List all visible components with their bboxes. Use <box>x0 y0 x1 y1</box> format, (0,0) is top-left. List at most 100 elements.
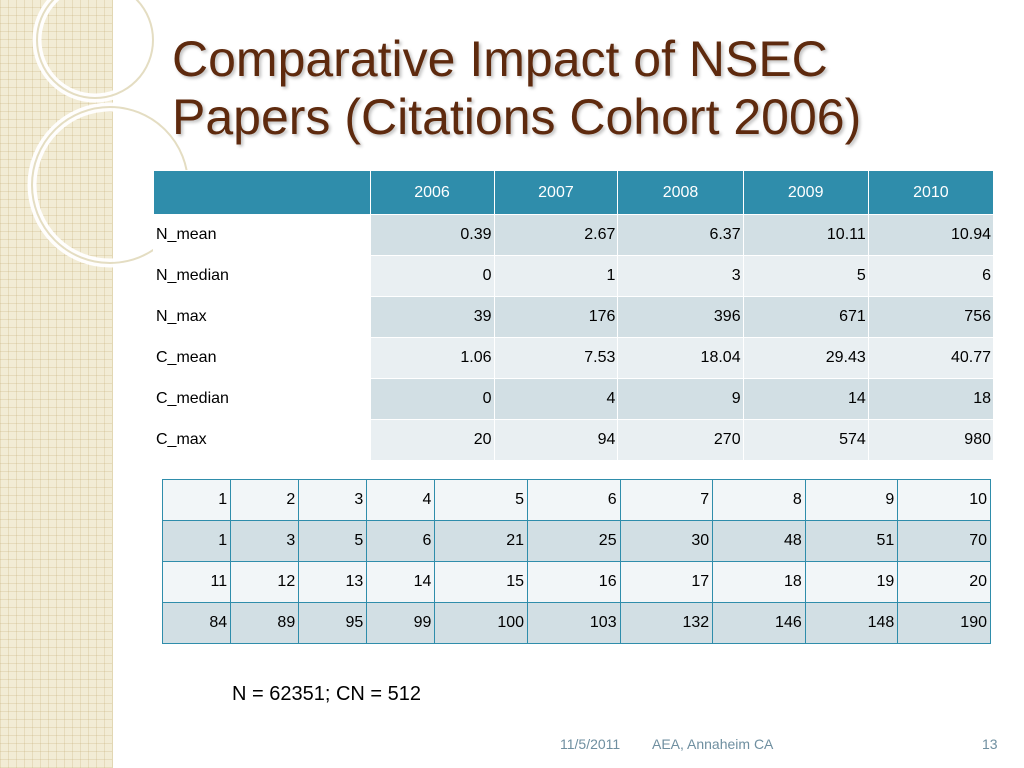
table-cell: 5 <box>434 479 529 521</box>
row-label: C_max <box>153 419 371 461</box>
table-cell: 29.43 <box>742 337 869 379</box>
table-cell: 6.37 <box>617 214 744 256</box>
title-line-1: Comparative Impact of NSEC <box>172 31 828 87</box>
table-cell: 756 <box>867 296 995 338</box>
table-cell: 6 <box>366 520 436 562</box>
table-cell: 20 <box>897 561 991 603</box>
row-label: C_mean <box>153 337 371 379</box>
table-cell: 39 <box>369 296 495 338</box>
year-header: 2006 <box>369 170 495 215</box>
table-row: C_mean 1.06 7.53 18.04 29.43 40.77 <box>153 337 995 379</box>
table-cell: 11 <box>161 561 232 603</box>
table-cell: 14 <box>742 378 869 420</box>
row-label: N_max <box>153 296 371 338</box>
table-cell: 176 <box>493 296 619 338</box>
table-cell: 15 <box>434 561 529 603</box>
table-cell: 84 <box>161 602 232 644</box>
stats-corner-cell <box>153 170 371 215</box>
year-header: 2010 <box>867 170 995 215</box>
table-cell: 3 <box>298 479 368 521</box>
table-cell: 3 <box>617 255 744 297</box>
table-cell: 48 <box>712 520 806 562</box>
table-row: C_median 0 4 9 14 18 <box>153 378 995 420</box>
table-row: N_mean 0.39 2.67 6.37 10.11 10.94 <box>153 214 995 256</box>
slide-number: 13 <box>982 736 998 752</box>
row-label: C_median <box>153 378 371 420</box>
stats-header-row: 2006 2007 2008 2009 2010 <box>153 170 995 215</box>
table-cell: 132 <box>619 602 714 644</box>
table-row: N_median 0 1 3 5 6 <box>153 255 995 297</box>
table-cell: 17 <box>619 561 714 603</box>
table-cell: 2.67 <box>493 214 619 256</box>
table-cell: 10.94 <box>867 214 995 256</box>
table-cell: 103 <box>527 602 621 644</box>
table-cell: 1 <box>161 479 232 521</box>
table-row: 1 3 5 6 21 25 30 48 51 70 <box>161 520 991 562</box>
footer-date: 11/5/2011 <box>560 736 621 752</box>
table-cell: 1 <box>493 255 619 297</box>
table-row: N_max 39 176 396 671 756 <box>153 296 995 338</box>
table-cell: 18.04 <box>617 337 744 379</box>
table-cell: 94 <box>493 419 619 461</box>
year-header: 2009 <box>742 170 869 215</box>
stats-table: 2006 2007 2008 2009 2010 N_mean 0.39 2.6… <box>153 170 995 461</box>
table-cell: 18 <box>712 561 806 603</box>
table-row: 11 12 13 14 15 16 17 18 19 20 <box>161 561 991 603</box>
table-cell: 10.11 <box>742 214 869 256</box>
table-cell: 2 <box>230 479 300 521</box>
table-row: 1 2 3 4 5 6 7 8 9 10 <box>161 479 991 521</box>
table-cell: 100 <box>434 602 529 644</box>
table-cell: 190 <box>897 602 991 644</box>
table-cell: 148 <box>804 602 899 644</box>
table-cell: 99 <box>366 602 436 644</box>
table-cell: 19 <box>804 561 899 603</box>
table-cell: 671 <box>742 296 869 338</box>
table-cell: 30 <box>619 520 714 562</box>
table-cell: 270 <box>617 419 744 461</box>
year-header: 2007 <box>493 170 619 215</box>
table-cell: 21 <box>434 520 529 562</box>
table-cell: 7 <box>619 479 714 521</box>
row-label: N_mean <box>153 214 371 256</box>
table-cell: 51 <box>804 520 899 562</box>
table-cell: 8 <box>712 479 806 521</box>
table-cell: 0.39 <box>369 214 495 256</box>
table-cell: 1 <box>161 520 232 562</box>
table-row: C_max 20 94 270 574 980 <box>153 419 995 461</box>
table-cell: 10 <box>897 479 991 521</box>
table-cell: 6 <box>527 479 621 521</box>
table-cell: 13 <box>298 561 368 603</box>
table-cell: 7.53 <box>493 337 619 379</box>
footer-venue: AEA, Annaheim CA <box>652 736 774 752</box>
table-cell: 12 <box>230 561 300 603</box>
table-cell: 4 <box>493 378 619 420</box>
table-cell: 3 <box>230 520 300 562</box>
table-cell: 20 <box>369 419 495 461</box>
table-cell: 16 <box>527 561 621 603</box>
table-cell: 25 <box>527 520 621 562</box>
table-cell: 396 <box>617 296 744 338</box>
table-cell: 95 <box>298 602 368 644</box>
ring-upper <box>32 0 158 103</box>
table-cell: 5 <box>742 255 869 297</box>
slide-title: Comparative Impact of NSEC Papers (Citat… <box>172 30 1002 146</box>
table-cell: 70 <box>897 520 991 562</box>
table-cell: 18 <box>867 378 995 420</box>
table-cell: 0 <box>369 378 495 420</box>
table-cell: 9 <box>617 378 744 420</box>
sample-size-note: N = 62351; CN = 512 <box>232 683 422 705</box>
title-line-2: Papers (Citations Cohort 2006) <box>172 89 862 145</box>
table-cell: 574 <box>742 419 869 461</box>
table-cell: 14 <box>366 561 436 603</box>
table-cell: 89 <box>230 602 300 644</box>
table-row: 84 89 95 99 100 103 132 146 148 190 <box>161 602 991 644</box>
year-header: 2008 <box>617 170 744 215</box>
table-cell: 40.77 <box>867 337 995 379</box>
row-label: N_median <box>153 255 371 297</box>
table-cell: 980 <box>867 419 995 461</box>
table-cell: 0 <box>369 255 495 297</box>
ring-upper-shadow <box>36 0 154 99</box>
table-cell: 5 <box>298 520 368 562</box>
table-cell: 1.06 <box>369 337 495 379</box>
table-cell: 9 <box>804 479 899 521</box>
